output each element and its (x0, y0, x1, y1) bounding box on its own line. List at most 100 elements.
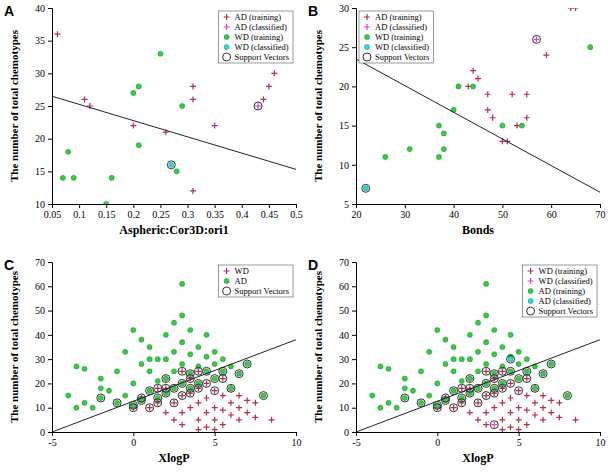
point (236, 393, 242, 399)
x-tick-mark (133, 432, 134, 436)
point (499, 427, 505, 432)
point (483, 393, 489, 399)
point (573, 8, 579, 11)
y-axis-line (352, 263, 357, 433)
x-axis-title: Bonds (462, 223, 494, 237)
y-tick-mark (48, 432, 52, 433)
y-tick-mark (48, 171, 52, 172)
point (548, 410, 554, 416)
point (475, 400, 481, 406)
point (436, 154, 441, 159)
point (174, 169, 179, 174)
point (483, 422, 489, 428)
y-tick-mark (352, 408, 356, 409)
x-tick-mark (551, 204, 552, 208)
point (212, 349, 217, 354)
x-axis-line (357, 205, 601, 209)
y-tick: 60 (339, 281, 356, 292)
legend-box (219, 11, 293, 63)
point (519, 123, 524, 128)
point (456, 84, 461, 89)
x-tick: 70 (596, 204, 606, 220)
point (516, 388, 522, 394)
point (220, 393, 226, 399)
point (378, 364, 383, 369)
y-tick: 25 (339, 42, 356, 53)
point (195, 417, 201, 423)
x-tick: 0.4 (236, 204, 249, 220)
point (418, 369, 423, 374)
series (52, 340, 296, 432)
legend-label: AD (training) (375, 12, 422, 22)
point (220, 422, 226, 428)
point (244, 397, 250, 403)
point (146, 404, 154, 412)
x-tick-label: 10 (596, 437, 606, 448)
point (459, 357, 464, 362)
point (60, 175, 65, 180)
y-tick-mark (352, 204, 356, 205)
y-tick-label: 70 (35, 257, 45, 268)
panel: -50510010203040506070XlogPThe number of … (4, 257, 302, 465)
legend-marker (364, 44, 369, 49)
point (516, 376, 521, 381)
point (467, 376, 473, 382)
y-tick-label: 20 (339, 378, 349, 389)
point (484, 340, 489, 345)
y-tick-mark (352, 311, 356, 312)
point (220, 357, 225, 362)
point (187, 405, 193, 411)
point (534, 36, 540, 42)
point (245, 361, 250, 366)
x-tick-mark (600, 432, 601, 436)
y-tick-mark (352, 432, 356, 433)
x-tick-label: 0.1 (73, 209, 86, 220)
point (252, 414, 258, 420)
x-tick-label: -5 (48, 437, 56, 448)
y-tick: 50 (35, 305, 52, 316)
point (524, 91, 530, 97)
point (482, 367, 490, 375)
point (195, 400, 201, 406)
point (74, 364, 79, 369)
point (532, 412, 538, 418)
series (434, 368, 578, 432)
point (82, 96, 88, 102)
point (180, 361, 185, 366)
point (498, 367, 506, 375)
decision-line (356, 59, 600, 192)
y-tick: 60 (35, 281, 52, 292)
point (492, 327, 497, 332)
point (441, 147, 446, 152)
point (475, 349, 480, 354)
y-tick-mark (48, 106, 52, 107)
point (386, 366, 391, 371)
point (417, 399, 425, 407)
y-tick-mark (48, 8, 52, 9)
point (204, 395, 210, 401)
y-tick-label: 25 (339, 42, 349, 53)
point (386, 400, 391, 405)
point (370, 393, 375, 398)
x-tick-label: 5 (517, 437, 522, 448)
y-tick-mark (352, 126, 356, 127)
point (271, 70, 277, 76)
y-axis: 10152025303540 (35, 3, 53, 210)
y-tick: 40 (339, 330, 356, 341)
point (194, 379, 202, 387)
point (219, 375, 227, 383)
point (136, 143, 141, 148)
point (54, 31, 60, 37)
y-tick: 70 (339, 257, 356, 268)
legend-label: AD (training) (539, 286, 586, 296)
point (466, 375, 474, 383)
y-tick: 40 (35, 3, 52, 14)
legend-marker (224, 24, 230, 30)
series (356, 59, 600, 192)
y-tick-mark (352, 165, 356, 166)
x-tick: 0.35 (206, 204, 224, 220)
point (563, 392, 571, 400)
y-tick-label: 0 (40, 427, 45, 438)
y-tick-label: 10 (339, 402, 349, 413)
x-axis-title: XlogP (462, 451, 493, 465)
